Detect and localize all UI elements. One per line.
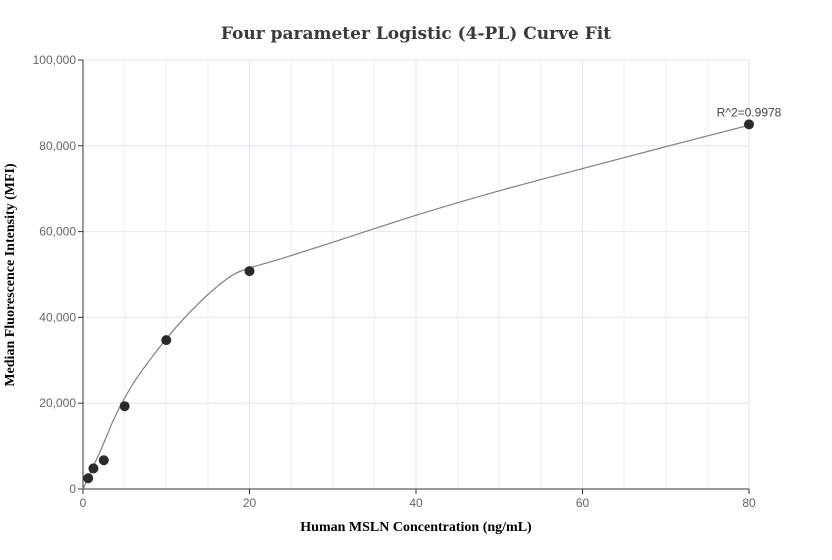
x-axis-title: Human MSLN Concentration (ng/mL) — [300, 520, 532, 535]
axes — [78, 59, 750, 494]
chart-title: Four parameter Logistic (4-PL) Curve Fit — [221, 24, 611, 44]
y-tick-label: 80,000 — [39, 139, 76, 153]
x-tick-label: 60 — [576, 496, 590, 510]
grid — [83, 59, 750, 489]
data-point — [244, 266, 255, 277]
tick-labels: 0 20,000 40,000 60,000 80,000 100,000 0 20 40 60 8… — [33, 53, 756, 510]
data-point — [161, 335, 172, 346]
y-axis-title: Median Fluorescence Intensity (MFI) — [3, 163, 18, 387]
y-tick-label: 100,000 — [33, 53, 77, 67]
data-point — [98, 455, 109, 466]
data-point — [88, 463, 99, 474]
data-point — [119, 401, 130, 412]
y-tick-label: 40,000 — [39, 310, 76, 324]
x-tick-label: 80 — [742, 496, 756, 510]
y-tick-label: 60,000 — [39, 225, 76, 239]
data-point — [83, 473, 94, 484]
data-points — [83, 119, 754, 484]
fit-curve-line — [82, 124, 750, 490]
y-tick-label: 0 — [69, 482, 76, 496]
r-squared-annotation: R^2=0.9978 — [717, 105, 782, 119]
y-tick-label: 20,000 — [39, 396, 76, 410]
x-tick-label: 20 — [243, 496, 257, 510]
x-tick-label: 0 — [80, 496, 87, 510]
x-tick-label: 40 — [409, 496, 423, 510]
data-point — [744, 119, 754, 130]
